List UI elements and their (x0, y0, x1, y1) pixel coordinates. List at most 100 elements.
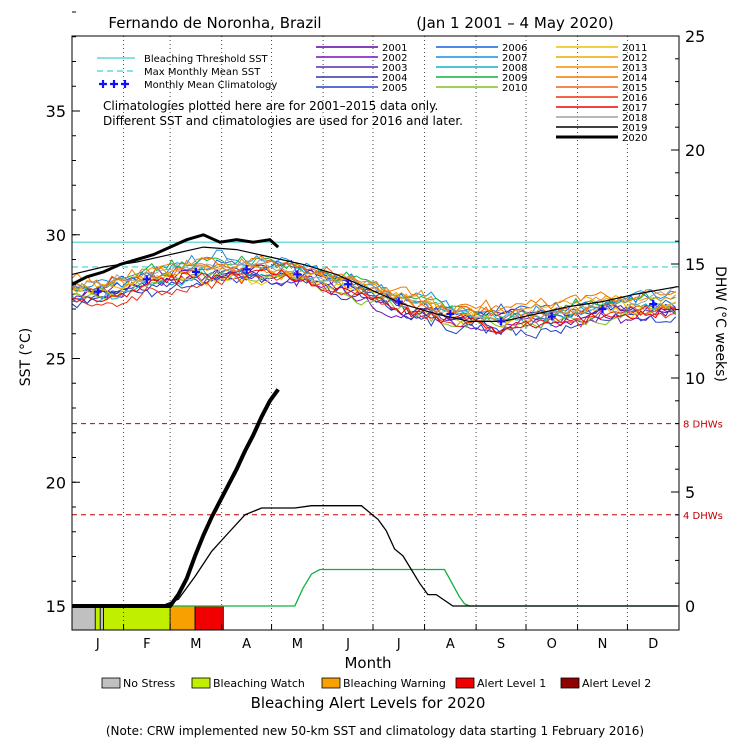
legend-swatch-plus (99, 80, 107, 88)
y-right-tick-label: 15 (685, 255, 705, 274)
y-left-tick-label: 25 (46, 350, 66, 369)
climatology-cross (547, 312, 556, 321)
alert-legend-swatch (321, 677, 341, 689)
y-right-tick-label: 0 (685, 597, 695, 616)
climatology-cross (293, 270, 302, 279)
chart-title: Fernando de Noronha, Brazil (108, 14, 321, 32)
dhw-line-2009 (72, 568, 678, 607)
climatology-cross (93, 287, 102, 296)
sst-series (71, 233, 678, 339)
alert-segment (169, 605, 196, 631)
alert-legend-swatch (101, 677, 121, 689)
sst-series-line-2011 (71, 271, 676, 324)
year-legend-label: 2005 (382, 83, 407, 94)
year-legend-label: 2001 (382, 43, 407, 54)
y-right-tick-label: 10 (685, 369, 705, 388)
legend-swatch-plus (121, 80, 129, 88)
alert-legend-swatch (191, 677, 211, 689)
alert-legend-swatch (560, 677, 580, 689)
alert-legend-label: No Stress (123, 677, 176, 690)
climatology-cross (142, 275, 151, 284)
y-right-tick-label: 25 (685, 27, 705, 46)
alert-legend: No Stress Bleaching Watch Bleaching Warnin… (101, 677, 651, 690)
y-left-tick-label: 20 (46, 473, 66, 492)
x-tick-label: A (242, 637, 251, 652)
x-tick-label: A (446, 637, 455, 652)
dhw-line-2020 (72, 388, 280, 608)
alert-segment (103, 605, 171, 631)
sst-series-line-2013 (71, 262, 677, 316)
year-legend-label: 2015 (622, 83, 647, 94)
x-tick-label: J (95, 637, 100, 652)
y-right-tick-label: 20 (685, 141, 705, 160)
climatology-cross (242, 265, 251, 274)
sst-series-line-2018 (71, 257, 676, 323)
y-left-tick-label: 35 (46, 102, 66, 121)
x-tick-label: M (190, 637, 201, 652)
y-right-tick-label: 5 (685, 483, 695, 502)
y-left-tick-label: 15 (46, 597, 66, 616)
year-legend-label: 2017 (622, 103, 647, 114)
sst-series-line-2014 (71, 255, 676, 316)
x-tick-label: M (292, 637, 303, 652)
year-legend-label: 2003 (382, 63, 407, 74)
sst-series-line-2017 (71, 268, 676, 334)
x-tick-label: N (598, 637, 608, 652)
year-legend-label: 2016 (622, 93, 647, 104)
alert-segment (71, 605, 96, 631)
sst-series-line-2012 (71, 261, 676, 327)
year-legend-label: 2020 (622, 133, 647, 144)
climatology-cross (649, 300, 658, 309)
y-axis-left-label: SST (°C) (18, 328, 34, 386)
top-legend: Bleaching Threshold SST Max Monthly Mean … (97, 54, 277, 91)
alert-title: Bleaching Alert Levels for 2020 (251, 694, 486, 712)
dhw-line-2019 (72, 505, 678, 607)
sst-series-line-2020 (71, 233, 280, 286)
year-legend-label: 2013 (622, 63, 647, 74)
year-legend-label: 2012 (622, 53, 647, 64)
plot-frame (71, 35, 680, 631)
climatology-cross (497, 317, 506, 326)
year-legend-label: 2019 (622, 123, 647, 134)
alert-segment (194, 605, 224, 631)
year-legend-label: 2008 (502, 63, 527, 74)
footnote: (Note: CRW implemented new 50-km SST and… (106, 724, 644, 738)
legend-label: Bleaching Threshold SST (144, 54, 269, 65)
x-tick-label: O (547, 637, 557, 652)
x-tick-label: J (345, 637, 350, 652)
climatology-note-line1: Climatologies plotted here are for 2001–… (103, 99, 438, 113)
alert-bar (71, 605, 679, 631)
legend-label: Max Monthly Mean SST (144, 67, 261, 78)
year-legend-label: 2006 (502, 43, 527, 54)
year-legend-label: 2018 (622, 113, 647, 124)
axes: 15 20 25 30 35 0 5 10 15 20 25 J F M A M J J A S O N D (46, 11, 705, 652)
dhw-reference-label: 8 DHWs (683, 420, 723, 431)
alert-segment (99, 605, 104, 631)
y-axis-right-label: DHW (°C weeks) (712, 266, 728, 382)
climatology-cross (598, 305, 607, 313)
x-tick-label: F (143, 637, 150, 652)
y-left-tick-label: 30 (46, 226, 66, 245)
month-grid (123, 36, 628, 630)
alert-legend-label: Bleaching Warning (343, 677, 446, 690)
x-tick-label: S (497, 637, 505, 652)
climatology-cross (446, 309, 455, 318)
reference-lines: 8 DHWs 4 DHWs (72, 241, 723, 522)
legend-label: Monthly Mean Climatology (144, 80, 277, 91)
legend-swatch-plus (110, 80, 118, 88)
x-tick-label: D (648, 637, 658, 652)
sst-series-line-2009 (71, 255, 676, 325)
alert-legend-label: Bleaching Watch (213, 677, 305, 690)
alert-legend-label: Alert Level 2 (582, 677, 651, 690)
year-legend-label: 2009 (502, 73, 527, 84)
climatology-cross (394, 297, 403, 306)
sst-series-line-2019 (71, 246, 678, 322)
year-legend-label: 2014 (622, 73, 647, 84)
chart-date-range: (Jan 1 2001 – 4 May 2020) (416, 14, 613, 32)
climatology-cross (344, 280, 353, 289)
year-legend-label: 2007 (502, 53, 527, 64)
climatology-cross (191, 267, 200, 276)
alert-legend-swatch (455, 677, 475, 689)
